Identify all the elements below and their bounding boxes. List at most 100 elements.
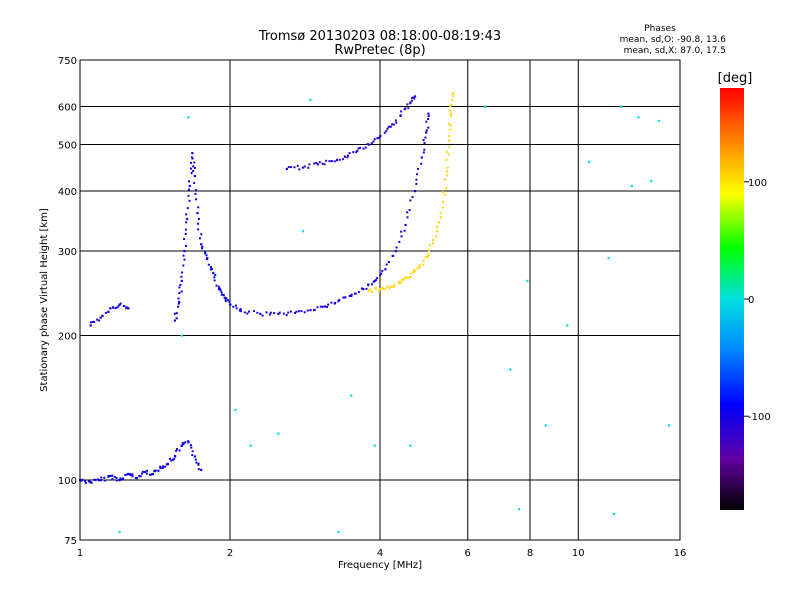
colorbar [720,88,744,510]
trace-dot [261,314,264,317]
trace-dot [193,166,196,169]
data-point [193,455,197,458]
trace-dot [191,454,194,457]
data-point [285,167,288,171]
data-point [566,324,569,327]
trace-dot [157,469,160,472]
trace-dot [190,172,193,175]
trace-dot [129,473,132,476]
trace-dot [185,221,188,224]
data-point [350,294,353,297]
trace-dot [194,198,197,201]
data-point [427,112,430,115]
trace-dot [190,156,193,159]
trace-dot [124,473,127,476]
x-tick-label: 16 [674,548,687,559]
trace-dot [265,311,268,314]
trace-dot [278,311,281,314]
trace-dot [89,321,92,324]
trace-dot [350,293,353,296]
data-point [239,309,242,313]
data-point [180,279,183,283]
trace-dot [178,291,181,294]
trace-dot [197,206,200,209]
trace-dot [422,259,425,262]
trace-dot [273,312,276,315]
trace-dot [308,163,311,166]
data-point [356,149,359,153]
data-point [323,305,327,308]
data-point [109,474,112,478]
trace-dot [213,276,216,279]
data-point [343,155,347,158]
trace-dot [125,306,128,309]
x-tick-label: 1 [77,548,83,559]
trace-dot [168,457,171,460]
trace-dot [315,161,318,164]
trace-dot [122,477,125,480]
data-point [451,92,455,95]
trace-dot [379,134,382,137]
trace-dot [94,479,97,482]
trace-dot [253,310,256,313]
trace-dot [386,285,389,288]
trace-dot [448,145,451,148]
data-point [223,296,226,299]
trace-dot [427,126,430,129]
trace-dot [197,468,200,471]
trace-dot [403,277,406,280]
trace-dot [219,289,222,292]
trace-dot [184,232,187,235]
colorbar-tick-label: -100 [748,412,771,423]
trace-dot [392,254,395,257]
data-point [509,368,512,371]
trace-dot [370,283,373,286]
trace-dot [374,279,377,282]
y-tick-label: 400 [58,187,77,198]
trace [79,440,203,484]
trace-dot [247,310,250,313]
trace-dot [93,320,96,323]
trace-dot [441,206,444,209]
trace-dot [450,103,453,106]
trace-dot [328,160,331,163]
grid-lines [80,60,680,540]
trace-dot [381,286,384,289]
data-point [277,432,280,435]
trace-dot [192,165,195,168]
trace-dot [407,107,410,110]
data-point [425,131,428,134]
trace-dot [342,158,345,161]
data-point [188,184,191,188]
trace-dot [325,159,328,162]
trace-dot [84,480,87,483]
trace-dot [393,284,396,287]
trace-dot [196,222,199,225]
trace-dot [446,174,449,177]
trace-dot [235,307,238,310]
data-point [607,257,610,260]
trace-dot [303,165,306,168]
trace-dot [307,166,310,169]
trace-dot [181,271,184,274]
trace-dot [449,124,452,127]
trace-dot [141,472,144,475]
trace-dot [289,166,292,169]
data-point [447,139,451,142]
trace-dot [210,267,213,270]
trace-dot [409,199,412,202]
trace-dot [440,216,443,219]
trace-dot [287,166,290,169]
trace-dot [218,287,221,290]
trace-dot [436,225,439,228]
trace-dot [232,305,235,308]
data-point [362,288,365,291]
trace-dot [186,207,189,210]
trace-dot [397,281,400,284]
y-axis-label: Stationary phase Virtual Height [km] [39,208,50,392]
trace-dot [197,218,200,221]
trace-dot [380,272,383,275]
trace-dot [111,474,114,477]
trace-dot [381,269,384,272]
trace-dot [194,192,197,195]
